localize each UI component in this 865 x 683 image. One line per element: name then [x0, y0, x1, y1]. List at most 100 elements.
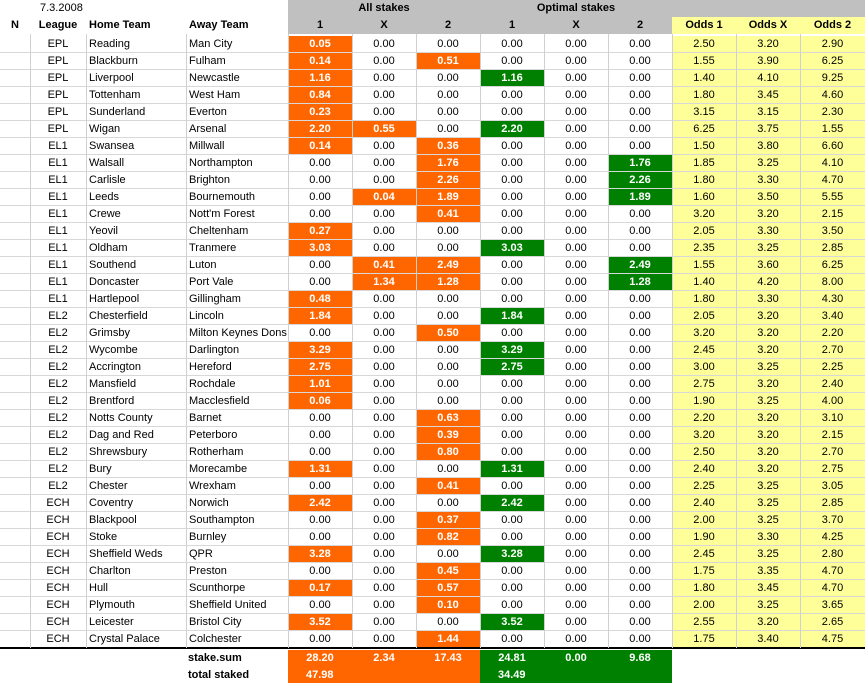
n-cell[interactable]: [0, 121, 30, 138]
away-team-cell[interactable]: Sheffield United: [186, 597, 288, 614]
all-stake-2-cell[interactable]: 1.76: [416, 155, 480, 172]
all-stake-x-cell[interactable]: 0.00: [352, 495, 416, 512]
opt-stake-2-cell[interactable]: 1.28: [608, 274, 672, 291]
league-cell[interactable]: EL1: [30, 257, 86, 274]
odds-x-cell[interactable]: 3.30: [736, 223, 800, 240]
all-stake-2-cell[interactable]: 0.37: [416, 512, 480, 529]
odds-1-cell[interactable]: 1.50: [672, 138, 736, 155]
opt-stake-2-cell[interactable]: 0.00: [608, 461, 672, 478]
col-header-all-2[interactable]: 2: [416, 17, 480, 34]
odds-x-cell[interactable]: 3.20: [736, 308, 800, 325]
odds-x-cell[interactable]: 3.45: [736, 580, 800, 597]
n-cell[interactable]: [0, 444, 30, 461]
odds-1-cell[interactable]: 1.55: [672, 257, 736, 274]
col-header-odds-1[interactable]: Odds 1: [672, 17, 736, 34]
all-stake-x-cell[interactable]: 0.00: [352, 427, 416, 444]
opt-stake-1-cell[interactable]: 1.16: [480, 70, 544, 87]
away-team-cell[interactable]: Norwich: [186, 495, 288, 512]
odds-x-cell[interactable]: 3.45: [736, 87, 800, 104]
opt-stake-1-cell[interactable]: 0.00: [480, 529, 544, 546]
opt-stake-x-cell[interactable]: 0.00: [544, 495, 608, 512]
league-cell[interactable]: ECH: [30, 614, 86, 631]
n-cell[interactable]: [0, 614, 30, 631]
all-stake-1-cell[interactable]: 0.00: [288, 410, 352, 427]
odds-1-cell[interactable]: 6.25: [672, 121, 736, 138]
all-stake-2-cell[interactable]: 0.00: [416, 87, 480, 104]
home-team-cell[interactable]: Oldham: [86, 240, 186, 257]
opt-stake-1-cell[interactable]: 3.29: [480, 342, 544, 359]
date-cell[interactable]: 7.3.2008: [40, 2, 83, 14]
home-team-cell[interactable]: Sunderland: [86, 104, 186, 121]
opt-stake-1-cell[interactable]: 0.00: [480, 325, 544, 342]
odds-1-cell[interactable]: 3.20: [672, 427, 736, 444]
odds-x-cell[interactable]: 3.20: [736, 36, 800, 53]
odds-x-cell[interactable]: 4.20: [736, 274, 800, 291]
all-stake-x-cell[interactable]: 0.55: [352, 121, 416, 138]
odds-2-cell[interactable]: 2.40: [800, 376, 865, 393]
opt-stake-x-cell[interactable]: 0.00: [544, 257, 608, 274]
all-stake-2-cell[interactable]: 0.00: [416, 376, 480, 393]
all-stake-x-cell[interactable]: 0.00: [352, 359, 416, 376]
n-cell[interactable]: [0, 291, 30, 308]
league-cell[interactable]: EL2: [30, 444, 86, 461]
opt-stake-1-cell[interactable]: 0.00: [480, 172, 544, 189]
opt-stake-x-cell[interactable]: 0.00: [544, 376, 608, 393]
league-cell[interactable]: EPL: [30, 121, 86, 138]
col-header-odds-2[interactable]: Odds 2: [800, 17, 865, 34]
all-stake-2-cell[interactable]: 0.00: [416, 461, 480, 478]
league-cell[interactable]: ECH: [30, 495, 86, 512]
league-cell[interactable]: EL1: [30, 155, 86, 172]
col-header-n[interactable]: N: [0, 17, 30, 34]
home-team-cell[interactable]: Sheffield Weds: [86, 546, 186, 563]
all-stake-2-cell[interactable]: 0.00: [416, 36, 480, 53]
away-team-cell[interactable]: Colchester: [186, 631, 288, 648]
n-cell[interactable]: [0, 495, 30, 512]
odds-2-cell[interactable]: 3.10: [800, 410, 865, 427]
all-stake-x-cell[interactable]: 0.00: [352, 563, 416, 580]
league-cell[interactable]: EL1: [30, 291, 86, 308]
odds-x-cell[interactable]: 3.20: [736, 410, 800, 427]
opt-stake-1-cell[interactable]: 0.00: [480, 87, 544, 104]
opt-stake-2-cell[interactable]: 2.49: [608, 257, 672, 274]
opt-stake-x-cell[interactable]: 0.00: [544, 529, 608, 546]
all-stake-1-cell[interactable]: 0.00: [288, 206, 352, 223]
home-team-cell[interactable]: Chesterfield: [86, 308, 186, 325]
opt-sum-x[interactable]: 0.00: [544, 650, 608, 667]
all-stake-x-cell[interactable]: 0.41: [352, 257, 416, 274]
home-team-cell[interactable]: Reading: [86, 36, 186, 53]
odds-1-cell[interactable]: 1.80: [672, 580, 736, 597]
opt-stake-x-cell[interactable]: 0.00: [544, 325, 608, 342]
n-cell[interactable]: [0, 206, 30, 223]
all-stake-x-cell[interactable]: 0.00: [352, 546, 416, 563]
odds-1-cell[interactable]: 2.00: [672, 597, 736, 614]
all-stake-1-cell[interactable]: 1.31: [288, 461, 352, 478]
home-team-cell[interactable]: Crewe: [86, 206, 186, 223]
all-stake-2-cell[interactable]: 0.00: [416, 240, 480, 257]
odds-1-cell[interactable]: 2.40: [672, 461, 736, 478]
opt-stake-1-cell[interactable]: 0.00: [480, 444, 544, 461]
opt-stake-1-cell[interactable]: 0.00: [480, 291, 544, 308]
odds-x-cell[interactable]: 3.20: [736, 325, 800, 342]
n-cell[interactable]: [0, 223, 30, 240]
opt-stake-x-cell[interactable]: 0.00: [544, 427, 608, 444]
opt-stake-2-cell[interactable]: 2.26: [608, 172, 672, 189]
odds-1-cell[interactable]: 1.80: [672, 87, 736, 104]
away-team-cell[interactable]: QPR: [186, 546, 288, 563]
all-stake-2-cell[interactable]: 0.45: [416, 563, 480, 580]
home-team-cell[interactable]: Brentford: [86, 393, 186, 410]
n-cell[interactable]: [0, 155, 30, 172]
league-cell[interactable]: ECH: [30, 529, 86, 546]
opt-stake-1-cell[interactable]: 0.00: [480, 478, 544, 495]
odds-x-cell[interactable]: 3.25: [736, 546, 800, 563]
all-stake-x-cell[interactable]: 0.00: [352, 53, 416, 70]
all-stake-2-cell[interactable]: 2.26: [416, 172, 480, 189]
n-cell[interactable]: [0, 240, 30, 257]
away-team-cell[interactable]: West Ham: [186, 87, 288, 104]
league-cell[interactable]: ECH: [30, 631, 86, 648]
all-stake-x-cell[interactable]: 0.00: [352, 240, 416, 257]
odds-1-cell[interactable]: 2.45: [672, 546, 736, 563]
odds-1-cell[interactable]: 2.00: [672, 512, 736, 529]
n-cell[interactable]: [0, 631, 30, 648]
all-stake-2-cell[interactable]: 0.00: [416, 614, 480, 631]
opt-stake-x-cell[interactable]: 0.00: [544, 206, 608, 223]
